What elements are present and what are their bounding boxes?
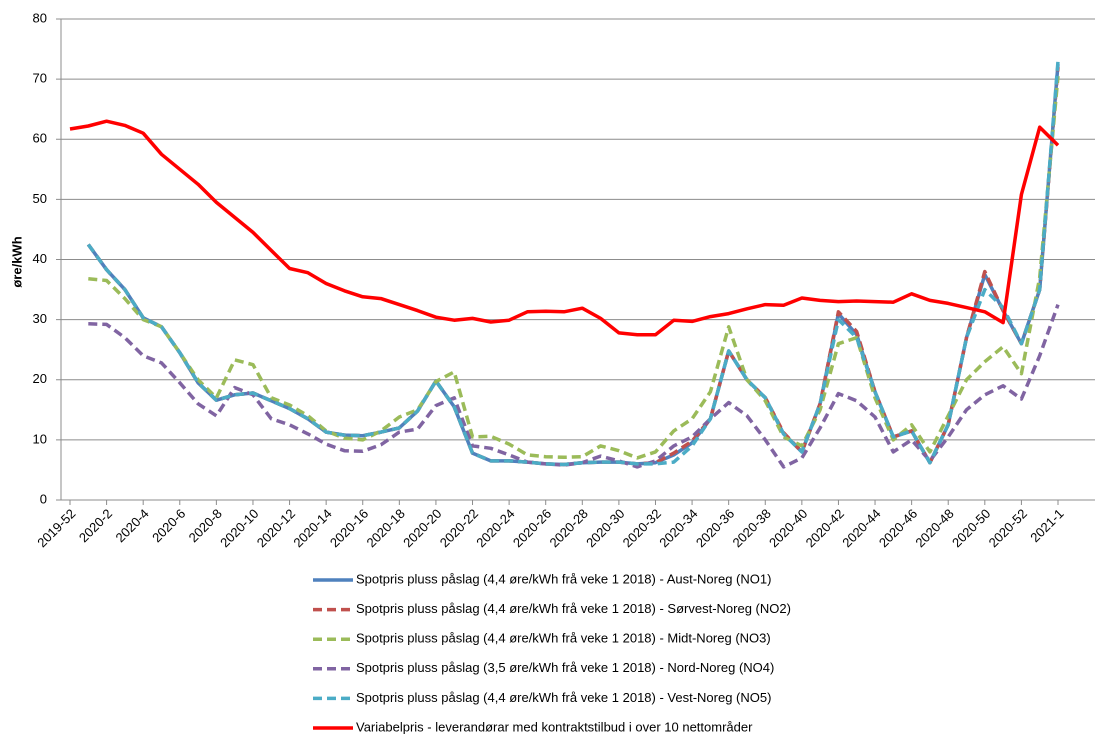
series-line <box>86 63 1060 467</box>
x-tick-label: 2020-20 <box>400 506 444 550</box>
x-tick-label: 2020-42 <box>803 506 847 550</box>
x-tick-label: 2020-18 <box>364 506 408 550</box>
y-tick-label: 20 <box>33 371 47 386</box>
legend-label: Spotpris pluss påslag (4,4 øre/kWh frå v… <box>356 631 771 646</box>
y-tick-label: 50 <box>33 191 47 206</box>
y-tick-label: 30 <box>33 311 47 326</box>
x-tick-label: 2020-34 <box>656 506 700 550</box>
x-tick-label: 2021-1 <box>1027 506 1066 545</box>
y-tick-label: 40 <box>33 251 47 266</box>
x-tick-label: 2020-52 <box>986 506 1030 550</box>
x-tick-label: 2020-50 <box>949 506 993 550</box>
x-tick-label: 2020-38 <box>729 506 773 550</box>
x-tick-label: 2020-30 <box>583 506 627 550</box>
series-line <box>86 66 1060 467</box>
x-tick-label: 2020-44 <box>839 506 883 550</box>
x-tick-label: 2020-22 <box>437 506 481 550</box>
y-axis-label: øre/kWh <box>9 236 24 287</box>
y-tick-label: 70 <box>33 71 47 86</box>
legend-label: Spotpris pluss påslag (4,4 øre/kWh frå v… <box>356 571 771 586</box>
y-tick-label: 60 <box>33 131 47 146</box>
x-tick-label: 2020-46 <box>876 506 920 550</box>
legend-label: Spotpris pluss påslag (4,4 øre/kWh frå v… <box>356 601 791 616</box>
x-tick-label: 2020-24 <box>473 506 517 550</box>
x-tick-label: 2020-14 <box>290 506 334 550</box>
legend-label: Variabelpris - leverandørar med kontrakt… <box>356 719 753 734</box>
legend-label: Spotpris pluss påslag (4,4 øre/kWh frå v… <box>356 690 771 705</box>
series-line <box>88 75 1060 460</box>
x-tick-label: 2020-48 <box>912 506 956 550</box>
y-tick-label: 10 <box>33 431 47 446</box>
series-line <box>69 119 1060 337</box>
x-tick-label: 2020-40 <box>766 506 810 550</box>
x-tick-label: 2019-52 <box>34 506 78 550</box>
x-tick-label: 2020-12 <box>254 506 298 550</box>
y-tick-label: 80 <box>33 10 47 25</box>
x-tick-label: 2020-10 <box>217 506 261 550</box>
x-tick-label: 2020-6 <box>149 506 188 545</box>
series-line <box>88 304 1060 469</box>
legend-label: Spotpris pluss påslag (3,5 øre/kWh frå v… <box>356 660 774 675</box>
y-tick-label: 0 <box>40 491 47 506</box>
x-tick-label: 2020-28 <box>546 506 590 550</box>
x-tick-label: 2020-2 <box>76 506 115 545</box>
x-tick-label: 2020-26 <box>510 506 554 550</box>
x-tick-label: 2020-36 <box>693 506 737 550</box>
x-tick-label: 2020-16 <box>327 506 371 550</box>
series-line <box>86 60 1060 467</box>
x-tick-label: 2020-4 <box>113 506 152 545</box>
x-tick-label: 2020-32 <box>620 506 664 550</box>
